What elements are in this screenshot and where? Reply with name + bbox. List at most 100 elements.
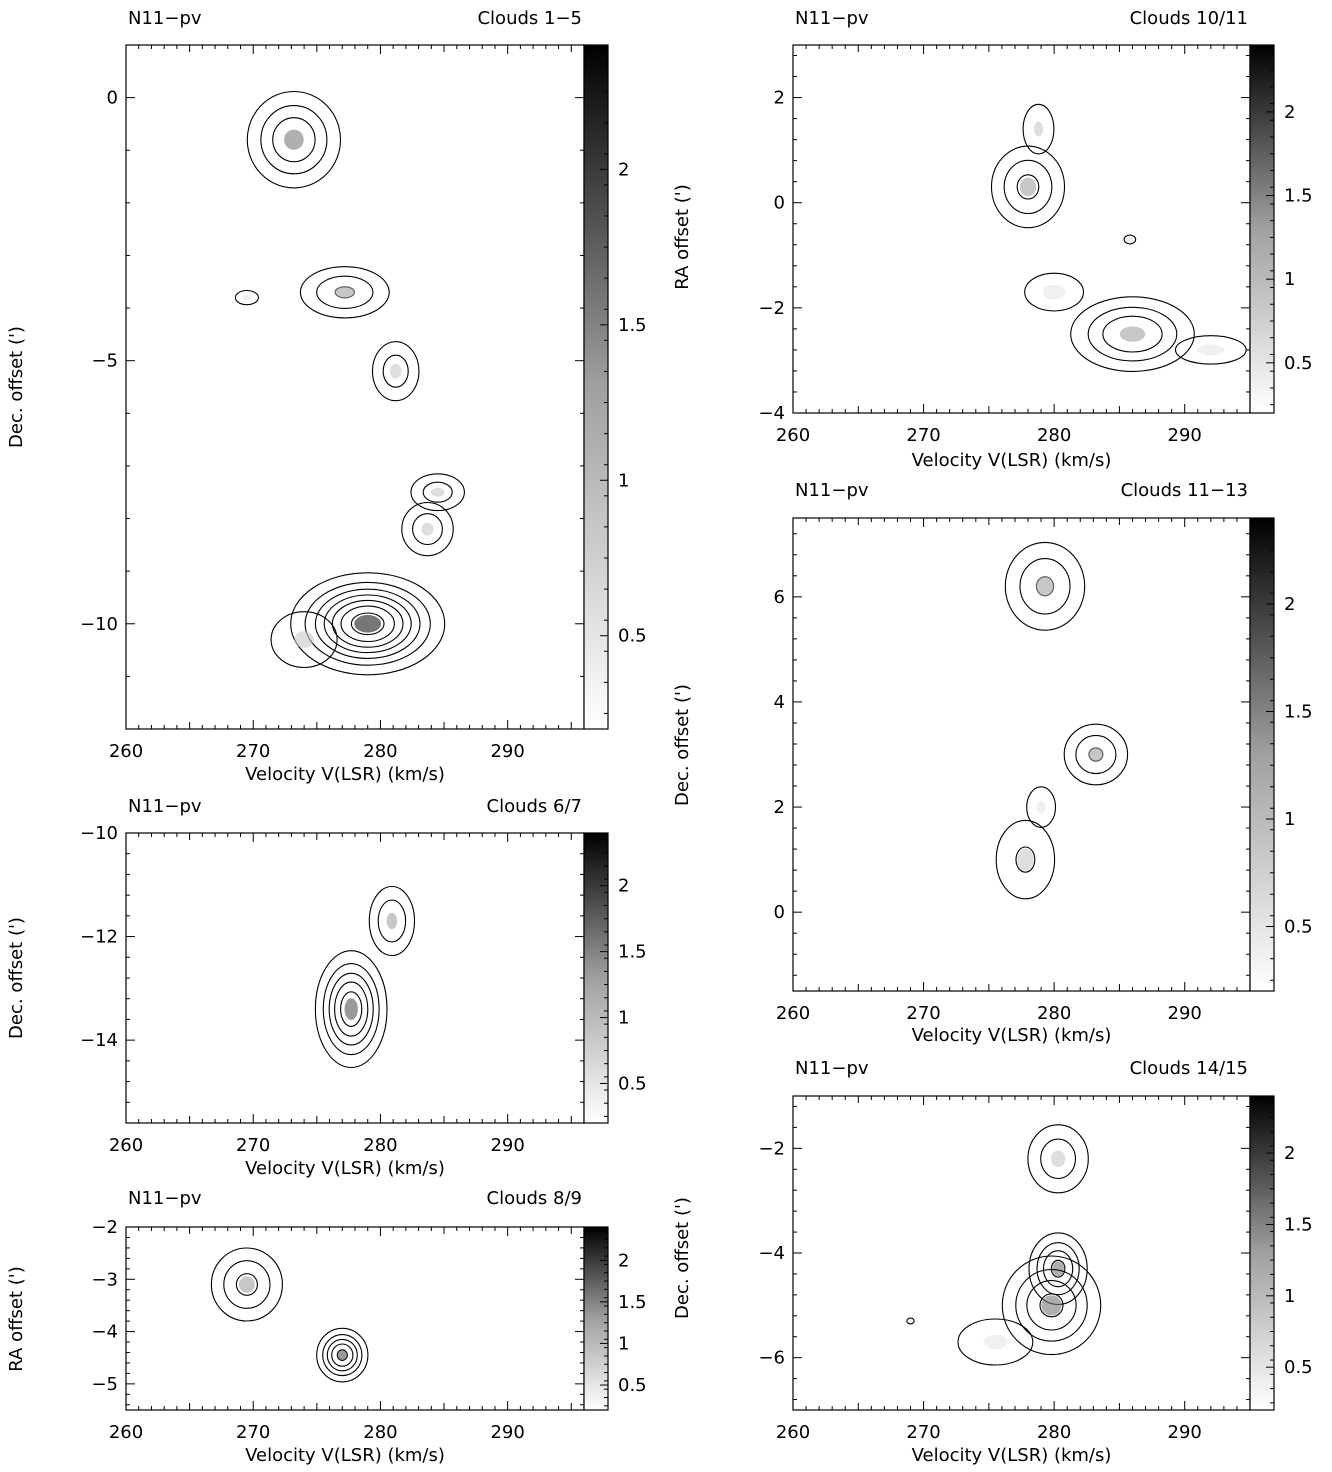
panel-header-left: N11−pv (128, 8, 202, 29)
contour-level (990, 145, 1066, 229)
x-axis-label: Velocity V(LSR) (km/s) (245, 1445, 445, 1466)
contour-level (223, 1260, 271, 1309)
panel-clouds-1-5: 260 270 280 290 −10 −5 0 0.5 1 1.5 2 N11−pv Clouds 1… (6, 8, 647, 785)
colorbar-tick-label: 1.5 (1284, 186, 1313, 207)
contour-level (336, 1349, 348, 1361)
x-tick-label: 290 (490, 741, 524, 762)
panel-clouds-14-15: 260 270 280 290 −6 −4 −2 0.5 1 1.5 2 N11−pv Clouds 1… (672, 1058, 1313, 1466)
emission-map (906, 1124, 1102, 1366)
cloud-8 (270, 611, 338, 669)
cloud-peak (389, 363, 402, 379)
cloud-peak (337, 1350, 348, 1361)
contour-level (314, 588, 421, 659)
contour-level (401, 501, 454, 557)
cloud-peak (1197, 344, 1225, 356)
y-tick-label: −4 (758, 403, 785, 424)
panel-header-left: N11−pv (795, 1058, 869, 1079)
y-tick-label: 2 (774, 88, 785, 109)
x-tick-label: 270 (236, 1135, 270, 1156)
colorbar-tick-label: 2 (618, 159, 629, 180)
x-tick-label: 290 (1168, 425, 1202, 446)
emission-map (314, 885, 416, 1069)
cloud-peak (1088, 747, 1104, 762)
x-tick-label: 260 (109, 1135, 143, 1156)
cloud-peak (1035, 576, 1055, 597)
cloud-peak (431, 487, 445, 497)
panel-clouds-8-9: 260 270 280 290 −5 −4 −3 −2 0.5 1 1.5 2 N11−pv Clouds… (6, 1188, 647, 1466)
cloud-2 (299, 266, 390, 319)
cloud-peak (1041, 1295, 1062, 1316)
cloud-1 (1027, 1124, 1089, 1194)
contour-level (1075, 734, 1117, 775)
cloud-5 (906, 1317, 915, 1325)
cloud-1 (990, 145, 1066, 229)
colorbar-tick-label: 0.5 (618, 1073, 647, 1094)
x-axis-label: Velocity V(LSR) (km/s) (912, 450, 1112, 471)
panel-header-left: N11−pv (128, 796, 202, 817)
cloud-peak (1042, 284, 1066, 300)
x-tick-label: 260 (776, 1422, 810, 1443)
contour-level (270, 611, 338, 669)
x-tick-label: 270 (906, 1003, 940, 1024)
panel-header-left: N11−pv (795, 480, 869, 501)
cloud-6 (401, 501, 454, 557)
contour-level (272, 117, 316, 163)
contour-level (328, 972, 374, 1046)
cloud-4 (957, 1318, 1034, 1366)
x-tick-label: 280 (1037, 1422, 1071, 1443)
contour-level (1003, 159, 1053, 215)
cloud-2 (316, 1327, 369, 1383)
contour-level (995, 819, 1056, 900)
plot-frame (792, 1095, 1251, 1411)
contour-level (234, 289, 259, 306)
x-axis-label: Velocity V(LSR) (km/s) (912, 1025, 1112, 1046)
cloud-peak (1052, 1261, 1064, 1276)
colorbar-tick-label: 1.5 (1284, 1214, 1313, 1235)
cloud-2 (1063, 723, 1129, 786)
colorbar-tick-label: 2 (1284, 594, 1295, 615)
y-tick-label: −6 (758, 1348, 785, 1369)
contour-level (340, 991, 363, 1027)
cloud-peak (1033, 121, 1044, 137)
cloud-peak (1019, 177, 1037, 197)
contour-level (1026, 1280, 1077, 1331)
y-tick-label: 0 (774, 902, 785, 923)
x-tick-label: 280 (1037, 425, 1071, 446)
cloud-4 (1070, 296, 1195, 372)
cloud-peak (983, 1334, 1008, 1350)
colorbar (1249, 1095, 1275, 1411)
contour-level (1063, 723, 1129, 786)
contour-level (1015, 846, 1036, 873)
colorbar-tick-label: 1 (1284, 809, 1295, 830)
panel-header-right: Clouds 1−5 (477, 8, 582, 29)
contour-level (235, 1273, 258, 1296)
panel-header-right: Clouds 6/7 (487, 796, 582, 817)
cloud-peak (344, 998, 358, 1020)
contour-level (1087, 306, 1178, 362)
cloud-peak (334, 286, 355, 299)
panel-clouds-10-11: 260 270 280 290 −4 −2 0 2 0.5 1 1.5 2 N11−pv Clouds 1… (672, 8, 1313, 471)
emission-map (990, 103, 1247, 372)
contour-level (290, 572, 446, 676)
plot-frame (792, 517, 1251, 992)
y-axis-label: Dec. offset (') (6, 917, 27, 1039)
contour-level (1022, 103, 1055, 155)
cloud-peak (386, 912, 398, 930)
contour-level (368, 885, 416, 957)
contour-level (957, 1318, 1034, 1366)
panel-header-right: Clouds 8/9 (487, 1188, 582, 1209)
colorbar-tick-label: 1.5 (1284, 702, 1313, 723)
contour-level (1040, 1138, 1077, 1180)
cloud-4 (1026, 786, 1057, 828)
y-axis-label: Dec. offset (') (672, 684, 693, 806)
plot-frame (125, 832, 585, 1124)
cloud-2 (368, 885, 416, 957)
colorbar-tick-label: 1.5 (618, 315, 647, 336)
plot-frame (125, 1226, 585, 1411)
cloud-2 (1028, 1232, 1088, 1306)
colorbar-tick-label: 1 (1284, 269, 1295, 290)
x-tick-label: 290 (490, 1422, 524, 1443)
cloud-5 (1174, 335, 1247, 365)
emission-map (995, 541, 1129, 900)
